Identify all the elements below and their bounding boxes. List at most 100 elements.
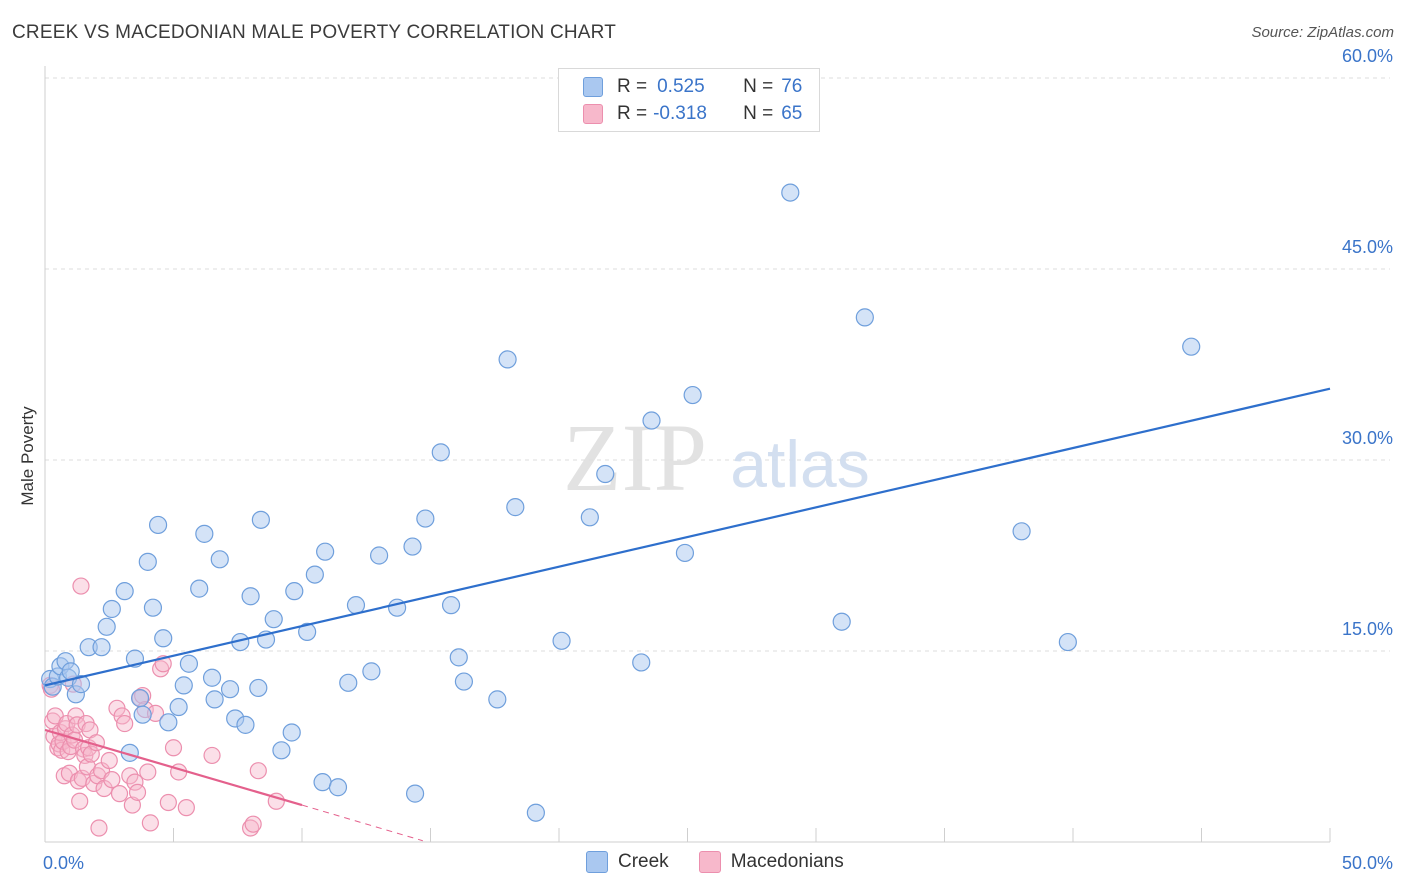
creek-point	[285, 582, 304, 601]
creek-point	[249, 678, 268, 698]
macedonians-point	[68, 716, 86, 734]
y-tick-label: 60.0%	[1342, 46, 1393, 66]
macedonians-swatch	[583, 104, 603, 124]
creek-point	[855, 308, 874, 327]
creek-point	[1058, 632, 1077, 652]
creek-point	[210, 550, 229, 569]
macedonians-point	[72, 577, 90, 595]
x-tick-label: 50.0%	[1342, 853, 1393, 873]
creek-point	[1012, 522, 1031, 541]
tick-labels: 15.0% 30.0% 45.0% 60.0% 0.0% 50.0%	[43, 46, 1393, 873]
creek-point	[305, 565, 324, 584]
creek-point	[832, 612, 851, 631]
macedonians-n-value: 65	[781, 103, 803, 124]
creek-point	[251, 510, 270, 529]
creek-point	[416, 509, 435, 528]
macedonians-point	[177, 799, 195, 817]
creek-point	[781, 183, 800, 202]
creek-point	[154, 629, 173, 648]
creek-point	[441, 596, 461, 615]
creek-point	[130, 689, 150, 708]
macedonians-legend-label: Macedonians	[730, 851, 844, 872]
y-tick-label: 45.0%	[1342, 237, 1393, 257]
creek-point	[195, 524, 214, 543]
creek-point	[282, 723, 301, 742]
watermark-zip: ZIP	[563, 404, 707, 511]
creek-point	[220, 680, 240, 699]
creek-point	[328, 778, 348, 797]
creek-point	[97, 617, 116, 636]
creek-point	[236, 715, 255, 734]
creek-point	[174, 676, 193, 695]
axes	[44, 66, 1331, 843]
creek-point	[148, 515, 168, 535]
macedonians-point	[123, 796, 141, 814]
macedonians-point	[244, 815, 262, 833]
creek-point	[115, 582, 134, 601]
macedonians-point	[110, 785, 129, 803]
macedonians-point	[164, 739, 183, 757]
creek-point	[264, 610, 283, 629]
creek-point	[526, 803, 545, 822]
creek-point	[298, 622, 317, 642]
creek-point	[159, 713, 178, 732]
creek-point	[169, 697, 188, 717]
watermark-atlas: atlas	[730, 427, 869, 501]
legend-r-label: R =	[617, 103, 648, 124]
legend-item-macedonians[interactable]: Macedonians	[698, 851, 844, 873]
macedonians-trend-line	[44, 728, 303, 807]
creek-legend-swatch	[586, 851, 608, 873]
creek-point	[454, 672, 474, 691]
legend-row-creek: R = 0.525 N = 76	[583, 75, 802, 99]
legend-n-label: N =	[743, 103, 774, 124]
creek-point	[370, 546, 389, 565]
y-axis-label: Male Poverty	[18, 406, 37, 506]
macedonians-point	[141, 814, 159, 832]
creek-point	[241, 587, 260, 606]
macedonians-point	[203, 746, 221, 765]
creek-point	[405, 784, 425, 803]
creek-legend-label: Creek	[618, 851, 669, 872]
creek-point	[71, 675, 91, 694]
creek-point	[642, 411, 661, 430]
creek-trend-line	[44, 387, 1331, 687]
legend-r-label: R =	[617, 76, 648, 97]
creek-point	[498, 350, 517, 369]
trend-lines	[44, 387, 1331, 842]
chart-title: CREEK VS MACEDONIAN MALE POVERTY CORRELA…	[12, 22, 617, 43]
creek-point	[138, 552, 157, 571]
macedonians-point	[103, 771, 121, 789]
creek-point	[339, 673, 358, 692]
macedonians-legend-swatch	[698, 851, 721, 873]
creek-point	[362, 662, 381, 681]
macedonians-point	[116, 714, 134, 733]
y-tick-label: 15.0%	[1342, 619, 1393, 639]
y-tick-label: 30.0%	[1342, 428, 1393, 448]
macedonians-point	[100, 751, 118, 770]
x-tick-label: 0.0%	[43, 853, 84, 873]
macedonians-point	[126, 773, 144, 791]
legend-row-macedonians: R = -0.318 N = 65	[583, 102, 802, 126]
watermark: ZIP atlas	[563, 404, 870, 511]
grid-lines	[45, 77, 1390, 652]
creek-point	[92, 638, 111, 657]
correlation-legend: R = 0.525 N = 76 R = -0.318 N = 65	[558, 68, 820, 132]
series-legend: Creek Macedonians	[586, 851, 874, 873]
creek-point	[272, 741, 291, 760]
creek-point	[133, 705, 152, 724]
creek-point	[143, 598, 163, 617]
source-label: Source: ZipAtlas.com	[1251, 24, 1394, 41]
creek-point	[506, 498, 525, 517]
legend-n-label: N =	[743, 76, 774, 97]
creek-points	[41, 183, 1201, 822]
creek-point	[316, 542, 335, 561]
legend-item-creek[interactable]: Creek	[586, 851, 669, 873]
creek-point	[580, 508, 599, 527]
creek-point	[1182, 337, 1201, 356]
creek-r-value: 0.525	[657, 76, 705, 97]
creek-n-value: 76	[781, 76, 803, 97]
creek-point	[190, 579, 209, 598]
creek-point	[403, 537, 422, 556]
macedonians-point	[90, 819, 108, 837]
